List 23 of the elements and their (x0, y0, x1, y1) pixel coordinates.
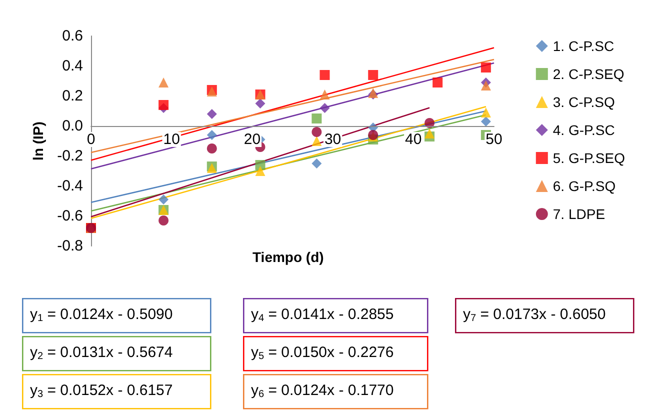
x-axis-title: Tiempo (d) (252, 249, 324, 265)
y-tick-label: -0.2 (57, 148, 83, 164)
y-tick-label: 0.0 (62, 118, 83, 134)
y-tick-label: -0.4 (57, 178, 83, 194)
y-tick-label: -0.8 (57, 238, 83, 254)
y-axis-title: ln (IP) (30, 122, 46, 160)
x-tick-label: 10 (163, 131, 180, 148)
legend-label: 7. LDPE (552, 206, 606, 222)
legend-label: 6. G-P.SQ (552, 178, 616, 194)
legend-label: 4. G-P.SC (552, 122, 615, 138)
x-tick-label: 40 (405, 131, 422, 148)
y-tick-label: 0.2 (62, 88, 83, 104)
y-tick-label: 0.6 (62, 28, 83, 44)
x-tick-label: 30 (324, 131, 342, 148)
legend-label: 3. C-P.SQ (552, 94, 615, 110)
x-tick-label: 0 (86, 131, 96, 148)
y-tick-label: 0.4 (62, 58, 83, 74)
legend-label: 2. C-P.SEQ (552, 66, 624, 82)
x-tick-label: 20 (244, 131, 261, 148)
legend-label: 1. C-P.SC (552, 38, 614, 54)
x-tick-label: 50 (486, 131, 502, 148)
y-tick-label: -0.6 (57, 208, 83, 224)
legend-label: 5. G-P.SEQ (552, 150, 626, 166)
